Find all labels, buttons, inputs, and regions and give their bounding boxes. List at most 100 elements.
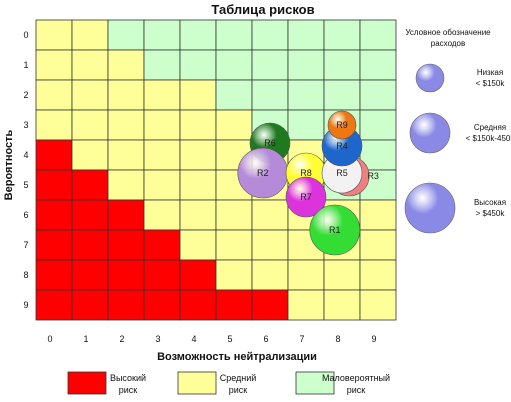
bubble-label: R7 <box>300 192 312 202</box>
grid-cell <box>35 49 73 81</box>
grid-cell <box>143 79 181 111</box>
grid-cell <box>35 229 73 261</box>
grid-cell <box>35 169 73 201</box>
grid-cell <box>179 109 217 141</box>
zone-label: риск <box>347 385 366 395</box>
y-tick-label: 4 <box>23 150 28 160</box>
x-tick-label: 2 <box>119 334 124 344</box>
grid-cell <box>215 199 253 231</box>
grid-cell <box>251 19 289 51</box>
y-tick-label: 9 <box>23 300 28 310</box>
grid-cell <box>323 79 361 111</box>
grid-cell <box>35 139 73 171</box>
grid-cell <box>251 49 289 81</box>
grid-cell <box>215 109 253 141</box>
risk-grid <box>35 19 397 321</box>
bubble-label: R4 <box>336 141 348 151</box>
zone-label: риск <box>119 385 138 395</box>
grid-cell <box>143 229 181 261</box>
x-tick-label: 3 <box>155 334 160 344</box>
grid-cell <box>107 49 145 81</box>
y-axis-ticks: 0 1 2 3 4 5 6 7 8 9 <box>23 30 28 310</box>
y-tick-label: 7 <box>23 240 28 250</box>
grid-cell <box>71 199 109 231</box>
grid-cell <box>359 19 397 51</box>
size-legend-label: > $450k <box>476 209 506 218</box>
size-legend-title: расходов <box>431 39 465 48</box>
x-tick-label: 1 <box>83 334 88 344</box>
grid-cell <box>71 229 109 261</box>
risk-bubbles: R6 R2 R8 R7 R3 R5 R4 R9 R1 <box>237 110 379 256</box>
grid-cell <box>71 109 109 141</box>
grid-cell <box>359 49 397 81</box>
grid-cell <box>35 19 73 51</box>
y-tick-label: 5 <box>23 180 28 190</box>
grid-cell <box>107 259 145 291</box>
grid-cell <box>179 259 217 291</box>
grid-cell <box>251 259 289 291</box>
grid-cell <box>71 19 109 51</box>
y-tick-label: 1 <box>23 60 28 70</box>
grid-cell <box>179 169 217 201</box>
size-legend-label: Средняя <box>474 123 506 132</box>
y-tick-label: 3 <box>23 120 28 130</box>
zone-label: Средний <box>220 373 257 383</box>
grid-cell <box>359 259 397 291</box>
grid-cell <box>71 139 109 171</box>
grid-cell <box>71 169 109 201</box>
x-tick-label: 0 <box>47 334 52 344</box>
zone-swatch <box>295 371 335 395</box>
grid-cell <box>35 109 73 141</box>
grid-cell <box>143 139 181 171</box>
size-legend-circle-small <box>415 63 445 93</box>
x-axis-ticks: 0 1 2 3 4 5 6 7 8 9 <box>47 334 376 344</box>
x-tick-label: 7 <box>299 334 304 344</box>
grid-cell <box>179 289 217 321</box>
grid-cell <box>359 109 397 141</box>
grid-cell <box>215 79 253 111</box>
grid-cell <box>287 19 325 51</box>
grid-cell <box>251 229 289 261</box>
x-axis-title: Возможность нейтрализации <box>157 351 317 363</box>
bubble-label: R9 <box>336 120 348 130</box>
x-tick-label: 5 <box>227 334 232 344</box>
grid-cell <box>215 229 253 261</box>
x-tick-label: 9 <box>371 334 376 344</box>
bubble-label: R3 <box>367 171 379 181</box>
grid-cell <box>323 49 361 81</box>
risk-bubble-r7 <box>285 176 327 218</box>
grid-cell <box>359 289 397 321</box>
grid-cell <box>251 289 289 321</box>
size-legend-label: < $150k <box>476 79 506 88</box>
grid-cell <box>107 19 145 51</box>
grid-cell <box>359 229 397 261</box>
y-tick-label: 2 <box>23 90 28 100</box>
bubble-label: R5 <box>336 168 348 178</box>
grid-cell <box>71 259 109 291</box>
x-tick-label: 6 <box>263 334 268 344</box>
grid-cell <box>179 19 217 51</box>
grid-cell <box>143 199 181 231</box>
grid-cell <box>359 79 397 111</box>
grid-cell <box>323 289 361 321</box>
grid-cell <box>323 19 361 51</box>
grid-cell <box>71 49 109 81</box>
grid-cell <box>215 19 253 51</box>
grid-cell <box>215 259 253 291</box>
grid-cell <box>287 289 325 321</box>
grid-cell <box>107 79 145 111</box>
zone-label: риск <box>229 385 248 395</box>
size-legend-circle-medium <box>409 112 451 154</box>
y-tick-label: 0 <box>23 30 28 40</box>
grid-cell <box>251 79 289 111</box>
grid-cell <box>143 169 181 201</box>
grid-cell <box>143 19 181 51</box>
grid-cell <box>107 229 145 261</box>
size-legend-label: Низкая <box>477 68 503 77</box>
grid-cell <box>179 229 217 261</box>
grid-cell <box>179 79 217 111</box>
grid-cell <box>107 139 145 171</box>
grid-cell <box>71 79 109 111</box>
grid-cell <box>323 259 361 291</box>
